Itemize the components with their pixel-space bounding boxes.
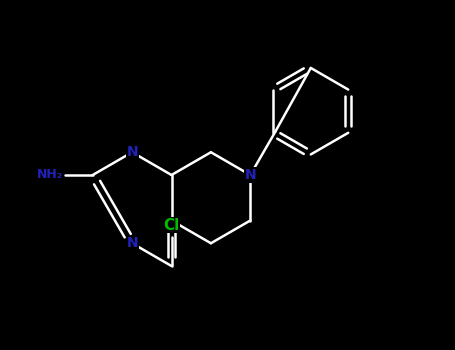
Text: N: N xyxy=(126,236,138,250)
Text: N: N xyxy=(244,168,256,182)
Text: N: N xyxy=(126,145,138,159)
Text: NH₂: NH₂ xyxy=(36,168,62,182)
Text: Cl: Cl xyxy=(163,218,180,232)
